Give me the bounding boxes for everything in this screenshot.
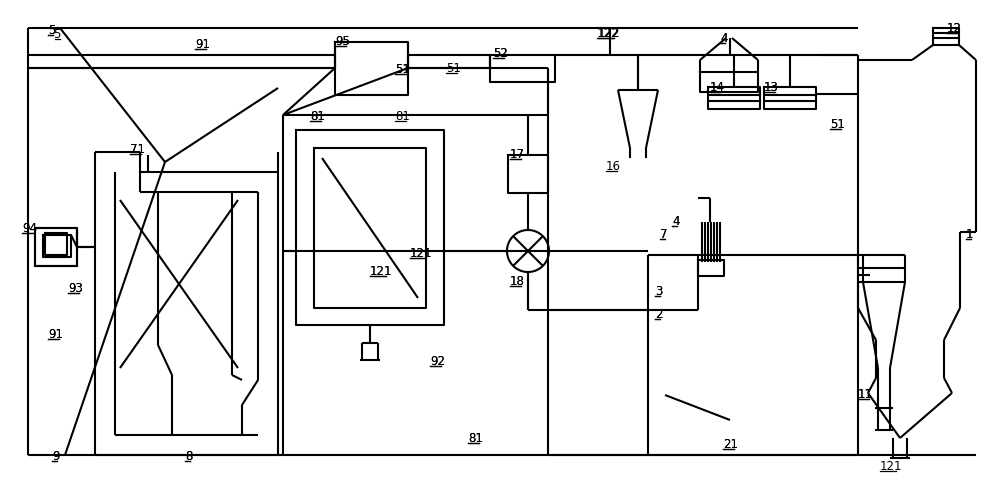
Text: 2: 2	[655, 308, 662, 321]
Text: 11: 11	[858, 388, 873, 401]
Text: 81: 81	[310, 110, 325, 123]
Text: 91: 91	[48, 328, 63, 341]
Text: 95: 95	[335, 35, 350, 48]
Text: 94: 94	[22, 222, 37, 235]
Text: 91: 91	[195, 38, 210, 51]
Text: 14: 14	[710, 81, 725, 94]
Text: 1: 1	[966, 228, 974, 241]
Text: 3: 3	[655, 285, 662, 298]
Text: 51: 51	[830, 118, 845, 131]
Text: 5: 5	[48, 24, 55, 37]
Text: 17: 17	[510, 148, 525, 161]
Text: 8: 8	[185, 450, 192, 463]
Text: 121: 121	[370, 265, 392, 278]
Text: 5: 5	[48, 24, 55, 37]
Text: 2: 2	[655, 308, 662, 321]
Text: 81: 81	[468, 432, 483, 445]
Text: 21: 21	[723, 438, 738, 451]
Text: 7: 7	[660, 228, 668, 241]
Text: 4: 4	[720, 32, 728, 45]
Text: 91: 91	[195, 38, 210, 51]
Text: 94: 94	[22, 222, 37, 235]
Text: 18: 18	[510, 275, 525, 288]
Text: 21: 21	[723, 438, 738, 451]
Text: 122: 122	[598, 27, 620, 40]
Text: 1: 1	[966, 228, 974, 241]
Text: 5: 5	[53, 28, 60, 41]
Text: 51: 51	[395, 63, 410, 76]
Text: 81: 81	[395, 110, 410, 123]
Text: 71: 71	[130, 143, 145, 156]
Text: 122: 122	[598, 27, 620, 40]
Text: 13: 13	[764, 81, 779, 94]
Text: 121: 121	[370, 265, 392, 278]
Text: 4: 4	[720, 32, 728, 45]
Text: 14: 14	[710, 81, 725, 94]
Text: 81: 81	[310, 110, 325, 123]
Text: 4: 4	[672, 215, 680, 228]
Text: 9: 9	[52, 450, 60, 463]
Text: 8: 8	[185, 450, 192, 463]
Text: 11: 11	[858, 388, 873, 401]
Text: 9: 9	[52, 450, 60, 463]
Text: 93: 93	[68, 282, 83, 295]
Text: 122: 122	[597, 27, 620, 40]
Text: 52: 52	[493, 47, 508, 60]
Text: 121: 121	[880, 460, 902, 473]
Text: 17: 17	[510, 148, 525, 161]
Text: 3: 3	[655, 285, 662, 298]
Text: 7: 7	[660, 228, 668, 241]
Text: 71: 71	[130, 143, 145, 156]
Text: 52: 52	[493, 47, 508, 60]
Text: 51: 51	[446, 62, 461, 75]
Text: 92: 92	[430, 355, 445, 368]
Text: 91: 91	[48, 328, 63, 341]
Text: 121: 121	[410, 247, 432, 260]
Text: 92: 92	[430, 355, 445, 368]
Text: 4: 4	[672, 215, 680, 228]
Text: 121: 121	[410, 247, 432, 260]
Text: 18: 18	[510, 275, 525, 288]
Text: 81: 81	[468, 432, 483, 445]
Text: 13: 13	[764, 81, 779, 94]
Text: 93: 93	[68, 282, 83, 295]
Text: 95: 95	[335, 35, 350, 48]
Text: 51: 51	[830, 118, 845, 131]
Text: 16: 16	[606, 160, 621, 173]
Text: 12: 12	[947, 22, 962, 35]
Text: 51: 51	[395, 63, 410, 76]
Text: 12: 12	[947, 22, 962, 35]
